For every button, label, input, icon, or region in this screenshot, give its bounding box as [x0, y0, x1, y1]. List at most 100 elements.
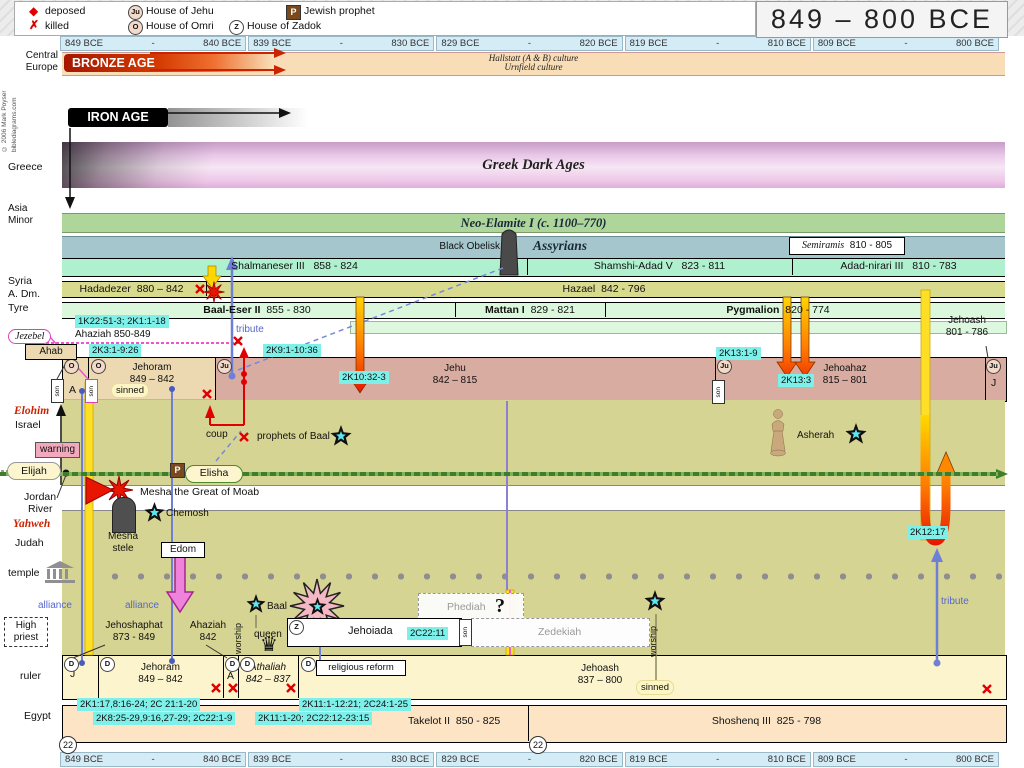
worship-label-1: worship [233, 622, 243, 654]
urnfield-culture: Urnfield culture [504, 62, 563, 72]
judah-ahaziah-label: Ahaziah 842 [189, 620, 227, 643]
king-shalmaneser: Shalmaneser III 858 - 824 [231, 260, 358, 272]
judah-ref-row2b: 2K11:1-20; 2C22:12-23:15 [255, 712, 373, 725]
timescale-cell: 849 BCE -840 BCE [60, 752, 247, 767]
label-alliance-2: alliance [125, 600, 159, 611]
label-asia-minor: Asia Minor [8, 203, 34, 226]
timescale-cell: 849 BCE -840 BCE [60, 36, 247, 51]
label-temple: temple [8, 567, 40, 579]
king-hadadezer: Hadadezer 880 – 842 [79, 283, 184, 295]
mesha-stele [112, 497, 136, 533]
israel-sinned: sinned [111, 383, 149, 398]
timescale-bottom: 849 BCE -840 BCE 839 BCE -830 BCE 829 BCE -… [60, 752, 1001, 767]
timescale-cell: 839 BCE -830 BCE [248, 752, 435, 767]
judah-ref-row1b: 2K11:1-12:21; 2C24:1-25 [299, 698, 411, 711]
legend-jewish-prophet: Jewish prophet [304, 5, 375, 17]
tribute-judah: tribute [941, 596, 969, 607]
phediah-box: Phediah ? [418, 593, 524, 621]
prophet-timeline [0, 472, 998, 476]
king-pygmalion: Pygmalion 820 - 774 [726, 304, 830, 316]
greek-dark-ages: Greek Dark Ages [482, 156, 585, 173]
ref-2k9: 2K9:1-10:36 [263, 344, 321, 357]
semiramis-box: Semiramis 810 - 805 [789, 237, 905, 255]
label-aram-damascus: A. Dm. [8, 288, 41, 300]
iron-age-label: IRON AGE [68, 108, 168, 127]
warning-box: warning [35, 442, 81, 458]
jehoshaphat-label: Jehoshaphat 873 - 849 [105, 620, 163, 643]
legend-house-zadok: House of Zadok [247, 20, 322, 32]
neo-elamite: Neo-Elamite I (c. 1100–770) [460, 215, 607, 230]
israel-king-jehu: Jehu 842 – 815 [432, 363, 478, 386]
crown-icon: ♛ [260, 632, 278, 656]
star-asherah [845, 423, 867, 445]
legend-house-jehu: House of Jehu [146, 5, 214, 17]
ahab-box: Ahab [25, 344, 77, 360]
label-syria: Syria [8, 275, 32, 287]
king-mattan: Mattan I 829 - 821 [485, 304, 575, 316]
ruler-jehoram: Jehoram 849 – 842 [138, 662, 183, 685]
elijah-box: Elijah [7, 462, 61, 480]
queen-label: queen [254, 629, 282, 640]
title-box: 849 – 800 BCE [756, 1, 1008, 38]
dynasty-22-badge-2: 22 [529, 736, 547, 754]
israel-jehoash-note: Jehoash 801 - 786 [945, 315, 989, 338]
jezebel-oval: Jezebel [8, 329, 52, 344]
zedekiah-box: Zedekiah [471, 618, 650, 647]
king-shamshi-adad: Shamshi-Adad V 823 - 811 [593, 260, 726, 272]
ref-2k10: 2K10:32-3 [339, 371, 389, 384]
timescale-cell: 819 BCE -810 BCE [624, 752, 811, 767]
ref-2k13-3: 2K13:3 [778, 374, 815, 387]
assyria-band [62, 236, 1005, 259]
page-title: 849 – 800 BCE [770, 4, 994, 34]
ruler-a-initial: A [227, 670, 235, 682]
timescale-top: 849 BCE -840 BCE 839 BCE -830 BCE 829 BCE -… [60, 36, 1001, 51]
king-hazael: Hazael 842 - 796 [562, 283, 646, 295]
son-box-1: son [51, 379, 64, 403]
label-elohim: Elohim [14, 405, 50, 417]
house-jehu-icon: Ju [128, 5, 143, 20]
chemosh-label: Chemosh [166, 508, 209, 519]
iron-age-fade [168, 108, 308, 127]
jehu-badge-1: Ju [217, 359, 232, 374]
timescale-cell: 839 BCE -830 BCE [248, 36, 435, 51]
mesha-great-label: Mesha the Great of Moab [140, 486, 260, 498]
prophets-of-baal: prophets of Baal [257, 431, 330, 442]
deposed-icon: ◆ [29, 4, 39, 18]
timescale-cell: 819 BCE -810 BCE [624, 36, 811, 51]
ref-2c22-11: 2C22:11 [407, 627, 449, 640]
edom-box: Edom [161, 542, 205, 558]
label-tyre: Tyre [8, 302, 29, 314]
israel-ahaziah-initial: A [69, 384, 77, 396]
question-mark: ? [495, 595, 505, 617]
high-priest-box: High priest [4, 617, 48, 647]
ruler-athaliah: Athaliah 842 – 837 [245, 662, 291, 685]
tribute-israel: tribute [236, 324, 264, 335]
david-badge-1: D [64, 657, 79, 672]
asia-minor-band: Neo-Elamite I (c. 1100–770) [62, 213, 1005, 233]
legend-deposed-label: deposed [45, 5, 86, 17]
son-box-3: son [712, 380, 725, 404]
house-zadok-icon: Z [229, 20, 244, 35]
label-jordan2: River [28, 503, 53, 515]
label-egypt: Egypt [24, 710, 51, 722]
label-jordan1: Jordan [24, 491, 57, 503]
star-baal [246, 594, 266, 614]
black-obelisk-label: Black Obelisk [439, 241, 500, 252]
judah-sinned: sinned [636, 680, 674, 695]
legend-killed-label: killed [45, 20, 69, 32]
label-central-europe: Central Europe [25, 50, 58, 73]
israel-king-jehoahaz: Jehoahaz 815 – 801 [822, 363, 868, 386]
israel-king-jehoram: Jehoram 849 – 842 [129, 362, 175, 385]
copyright: © 2006 Mark Poyser biblediagrams.com [0, 2, 18, 152]
jehu-badge-2: Ju [717, 359, 732, 374]
label-israel: Israel [15, 419, 41, 431]
judah-ref-row2a: 2K8:25-29,9:16,27-29; 2C22:1-9 [93, 712, 236, 725]
ruler-jehoash: Jehoash 837 – 800 [577, 663, 623, 686]
david-badge-3: D [225, 657, 240, 672]
assyrians-title: Assyrians [532, 238, 588, 253]
coup-label: coup [206, 429, 228, 440]
ruler-j-initial: J [70, 668, 76, 680]
religious-reform-box: religious reform [316, 660, 406, 676]
jewish-prophet-icon: P [286, 5, 301, 20]
prophet-badge-elisha: P [170, 463, 185, 478]
